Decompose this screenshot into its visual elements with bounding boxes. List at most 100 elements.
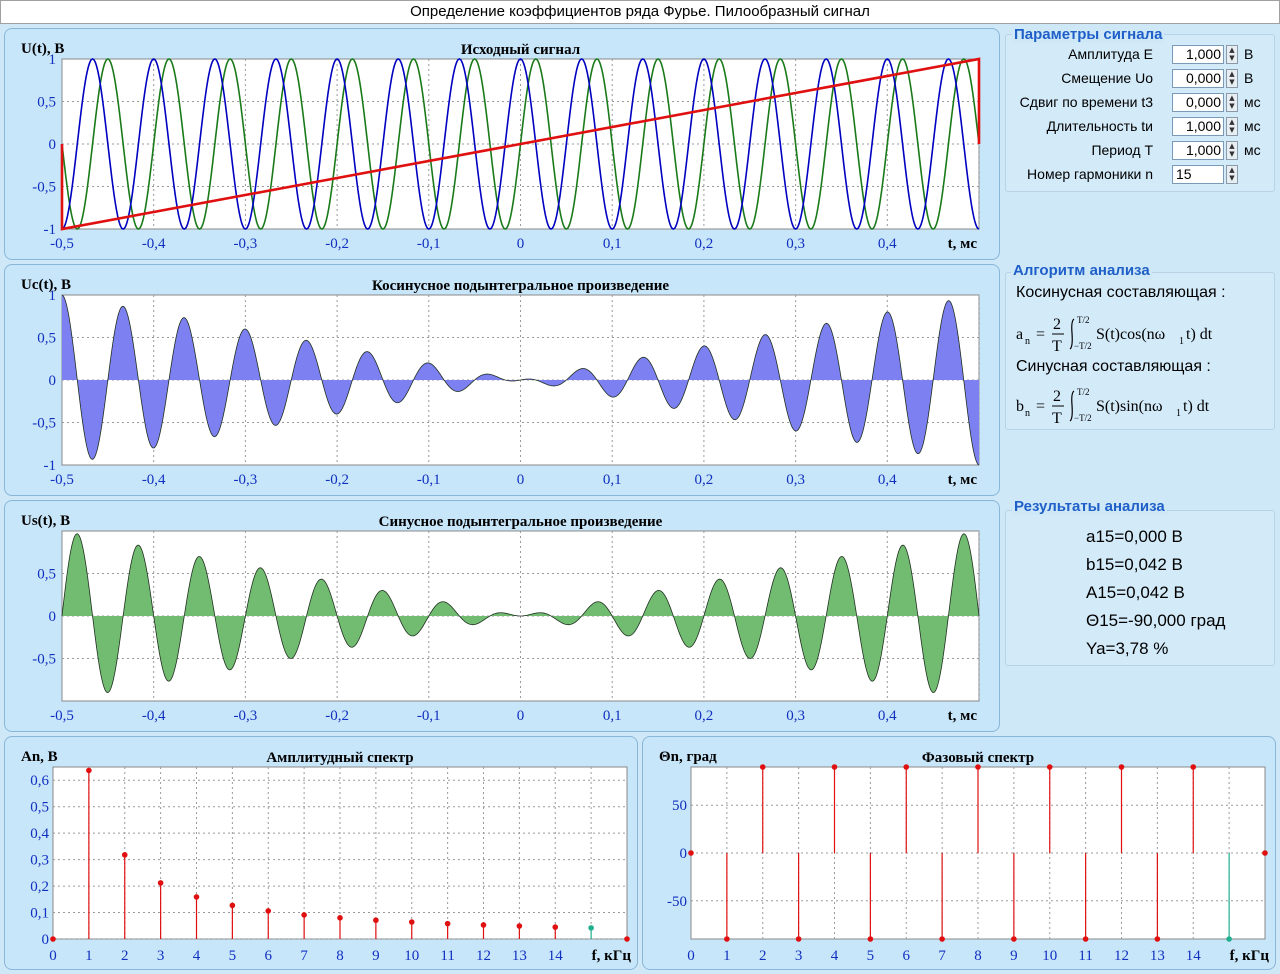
- param-label: Период T: [1091, 142, 1153, 158]
- spectrum-marker: [1226, 936, 1232, 942]
- x-tick-label: -0,5: [50, 472, 74, 488]
- spectrum-marker: [480, 922, 487, 928]
- x-tick-label: -0,5: [50, 236, 74, 252]
- y-axis-label: An, В: [21, 749, 58, 765]
- x-tick-label: 0,4: [878, 708, 897, 724]
- param-spin-button[interactable]: ▲ ▼: [1226, 141, 1238, 160]
- param-spin-button[interactable]: ▲ ▼: [1226, 45, 1238, 64]
- x-tick-label: 3: [157, 948, 165, 964]
- svg-text:T: T: [1052, 410, 1062, 427]
- spectrum-marker: [1154, 936, 1161, 942]
- algorithm-title: Алгоритм анализа: [1011, 262, 1152, 279]
- x-tick-label: -0,4: [142, 708, 166, 724]
- x-tick-label: 12: [476, 948, 491, 964]
- spin-down-icon[interactable]: ▼: [1229, 78, 1235, 86]
- y-axis-label: Uc(t), В: [21, 277, 71, 293]
- param-row: Амплитуда E 1,000 ▲ ▼ В: [1006, 44, 1256, 66]
- y-tick-label: -50: [667, 894, 687, 910]
- param-value-input[interactable]: 1,000: [1172, 141, 1224, 160]
- y-tick-label: 0,6: [30, 773, 49, 789]
- svg-text:t) dt: t) dt: [1186, 326, 1213, 343]
- spin-down-icon[interactable]: ▼: [1229, 54, 1235, 62]
- spectrum-marker: [373, 917, 379, 924]
- svg-text:−T/2: −T/2: [1074, 341, 1092, 351]
- cos-product-plot: Косинусное подынтегральное произведение U…: [4, 264, 1000, 496]
- spin-up-icon[interactable]: ▲: [1229, 70, 1235, 78]
- spin-up-icon[interactable]: ▲: [1229, 166, 1235, 174]
- spin-up-icon[interactable]: ▲: [1229, 46, 1235, 54]
- param-value-input[interactable]: 15: [1172, 165, 1224, 184]
- y-tick-label: -0,5: [32, 180, 56, 196]
- spin-up-icon[interactable]: ▲: [1229, 94, 1235, 102]
- spin-down-icon[interactable]: ▼: [1229, 126, 1235, 134]
- param-spin-button[interactable]: ▲ ▼: [1226, 165, 1238, 184]
- param-value-input[interactable]: 0,000: [1172, 93, 1224, 112]
- y-tick-label: -0,5: [32, 416, 56, 432]
- x-tick-label: 0: [49, 948, 57, 964]
- x-tick-label: 9: [372, 948, 380, 964]
- param-unit: мс: [1244, 118, 1261, 134]
- y-tick-label: 0,5: [37, 95, 56, 111]
- spin-down-icon[interactable]: ▼: [1229, 102, 1235, 110]
- spectrum-marker: [337, 915, 343, 921]
- cos-product-chart: Косинусное подынтегральное произведение U…: [21, 277, 980, 488]
- y-tick-label: 0,5: [37, 567, 56, 583]
- spectrum-marker: [444, 920, 451, 927]
- param-label: Длительность tи: [1046, 118, 1153, 134]
- spin-up-icon[interactable]: ▲: [1229, 118, 1235, 126]
- param-row: Длительность tи 1,000 ▲ ▼ мс: [1006, 116, 1261, 138]
- x-tick-label: 1: [85, 948, 93, 964]
- result-line: b15=0,042 В: [1086, 555, 1183, 574]
- amplitude-spectrum-plot: Амплитудный спектр An, В 0 1 2 3 4 5 6 7 8 9 10 11 12 1…: [4, 736, 638, 970]
- spectrum-marker: [157, 880, 164, 886]
- param-spin-button[interactable]: ▲ ▼: [1226, 69, 1238, 88]
- spectrum-marker: [1118, 764, 1125, 770]
- sin-formula: b n = 2 T T/2 −T/2 S(t)sin(nω 1 t) dt: [1016, 383, 1266, 427]
- svg-text:t) dt: t) dt: [1183, 398, 1210, 415]
- x-tick-label: 5: [229, 948, 237, 964]
- svg-text:=: =: [1036, 398, 1045, 415]
- y-tick-label: 1: [49, 52, 57, 68]
- x-tick-label: 9: [1010, 948, 1018, 964]
- spectrum-marker: [552, 924, 559, 930]
- param-value-input[interactable]: 0,000: [1172, 69, 1224, 88]
- param-value-input[interactable]: 1,000: [1172, 45, 1224, 64]
- sin-product-chart: Синусное подынтегральное произведение Us(…: [21, 513, 980, 724]
- x-axis-label: f, кГц: [1230, 948, 1270, 964]
- svg-text:2: 2: [1053, 388, 1061, 405]
- product-line: [61, 294, 980, 466]
- y-tick-label: -1: [44, 222, 57, 238]
- x-tick-label: 2: [121, 948, 129, 964]
- x-tick-label: 0: [517, 708, 525, 724]
- spin-up-icon[interactable]: ▲: [1229, 142, 1235, 150]
- x-tick-label: 8: [336, 948, 344, 964]
- y-axis-label: Us(t), В: [21, 513, 70, 529]
- spectrum-marker: [516, 923, 523, 929]
- spin-down-icon[interactable]: ▼: [1229, 174, 1235, 182]
- spectrum-marker: [795, 936, 802, 942]
- x-axis-label: t, мс: [948, 472, 978, 488]
- spectrum-marker: [121, 852, 128, 858]
- x-tick-label: 10: [404, 948, 419, 964]
- spectrum-marker: [229, 902, 236, 909]
- x-tick-label: -0,2: [325, 708, 349, 724]
- param-spin-button[interactable]: ▲ ▼: [1226, 93, 1238, 112]
- param-spin-button[interactable]: ▲ ▼: [1226, 117, 1238, 136]
- param-value-input[interactable]: 1,000: [1172, 117, 1224, 136]
- spectrum-marker: [1011, 936, 1017, 942]
- x-tick-label: 0,2: [695, 236, 714, 252]
- x-tick-label: 14: [1186, 948, 1202, 964]
- x-tick-label: 8: [974, 948, 982, 964]
- x-tick-label: -0,3: [234, 708, 258, 724]
- param-unit: В: [1244, 46, 1254, 62]
- x-tick-label: 12: [1114, 948, 1129, 964]
- y-tick-label: 0,2: [30, 879, 49, 895]
- spectrum-marker: [193, 894, 200, 900]
- spin-down-icon[interactable]: ▼: [1229, 150, 1235, 158]
- chart-title: Амплитудный спектр: [266, 750, 413, 766]
- x-tick-label: 0,4: [878, 236, 897, 252]
- chart-title-bg: [369, 277, 672, 294]
- cos-harmonic-line: [61, 58, 980, 230]
- x-tick-label: -0,5: [50, 708, 74, 724]
- x-tick-label: 11: [1078, 948, 1092, 964]
